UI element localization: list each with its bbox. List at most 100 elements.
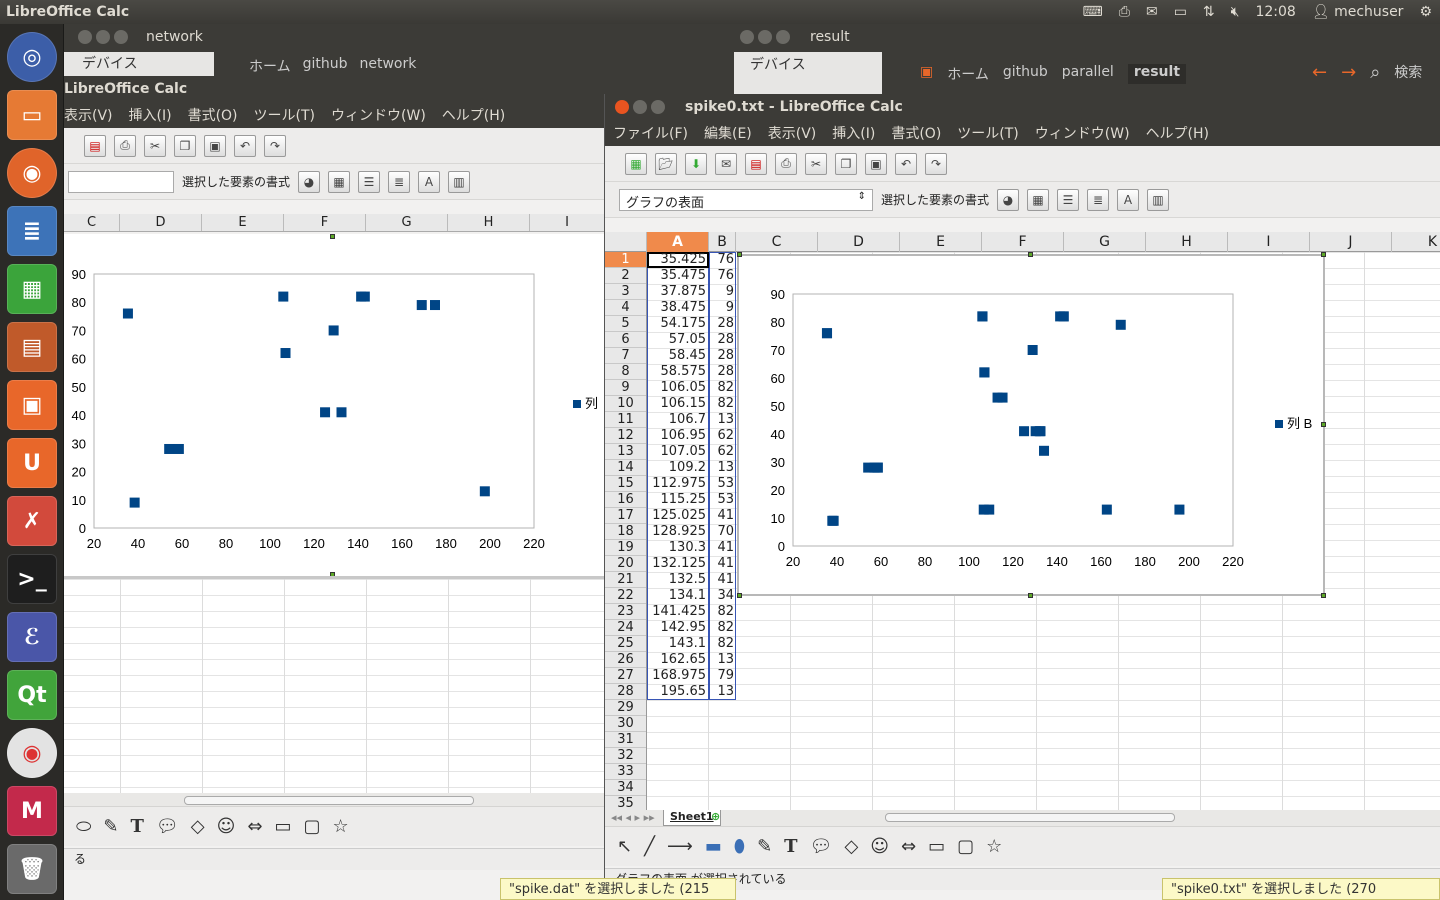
cell-a[interactable]: 35.425 <box>660 252 707 267</box>
row-number[interactable]: 24 <box>605 620 646 636</box>
col-G[interactable]: G <box>1064 232 1146 252</box>
cell-a[interactable]: 37.875 <box>660 284 707 299</box>
data-point[interactable] <box>1039 445 1050 456</box>
col-C[interactable]: C <box>736 232 818 252</box>
cell-a[interactable]: 168.975 <box>652 668 706 683</box>
menu-help[interactable]: ヘルプ(H) <box>1145 126 1210 142</box>
row-number[interactable]: 7 <box>605 348 646 364</box>
data-point[interactable] <box>278 291 289 302</box>
row-number[interactable]: 23 <box>605 604 646 620</box>
cell-b[interactable]: 82 <box>717 636 734 651</box>
ubuntu-dash-icon[interactable]: ◎ <box>7 32 57 82</box>
data-point[interactable] <box>1101 504 1112 515</box>
row-number[interactable]: 4 <box>605 300 646 316</box>
cell-b[interactable]: 41 <box>717 540 734 555</box>
cell-a[interactable]: 162.65 <box>660 652 707 667</box>
cell-a[interactable]: 107.05 <box>660 444 707 459</box>
legend-icon[interactable]: ≣ <box>1087 188 1110 211</box>
horizontal-scrollbar[interactable] <box>184 796 474 805</box>
block-arrows-icon[interactable]: ⇔ <box>247 816 263 837</box>
menu-help[interactable]: ヘルプ(H) <box>441 108 506 124</box>
freeform-tool-icon[interactable]: ✎ <box>103 816 119 837</box>
menu-view[interactable]: 表示(V) <box>64 108 113 124</box>
redo-icon[interactable]: ↷ <box>925 152 947 175</box>
row-number[interactable]: 20 <box>605 556 646 572</box>
chart-type-icon[interactable]: ◕ <box>997 188 1020 211</box>
data-point[interactable] <box>997 392 1008 403</box>
cell-b[interactable]: 82 <box>717 380 734 395</box>
row-number[interactable]: 29 <box>605 700 646 716</box>
left-chart-area[interactable]: 0 10 20 30 40 50 60 70 80 90 20 40 60 80 100 120 140 160 1… <box>64 234 605 577</box>
back-arrow-icon[interactable]: ← <box>1312 62 1328 83</box>
scale-text-icon[interactable]: A <box>418 170 441 193</box>
cell-b[interactable]: 34 <box>717 588 734 603</box>
ellipse-tool-icon[interactable]: ⬭ <box>76 816 92 837</box>
horizontal-scrollbar[interactable] <box>885 813 1175 822</box>
data-point[interactable] <box>977 311 988 322</box>
horizontal-grid-icon[interactable]: ☰ <box>358 170 381 193</box>
search-label[interactable]: 検索 <box>1394 65 1423 81</box>
cell-a[interactable]: 125.025 <box>652 508 706 523</box>
crumb-parallel[interactable]: parallel <box>1061 64 1114 80</box>
redo-icon[interactable]: ↷ <box>264 134 286 157</box>
data-point[interactable] <box>1019 426 1030 437</box>
col-F[interactable]: F <box>284 214 366 231</box>
text-tool-icon[interactable]: T <box>784 836 798 857</box>
format-selection-label[interactable]: 選択した要素の書式 <box>881 193 990 207</box>
data-point[interactable] <box>978 504 989 515</box>
line-tool-icon[interactable]: ╱ <box>644 836 655 857</box>
crumb-network[interactable]: network <box>359 56 417 72</box>
selection-handle[interactable] <box>1028 252 1033 257</box>
row-number[interactable]: 9 <box>605 380 646 396</box>
col-E[interactable]: E <box>202 214 284 231</box>
cell-b[interactable]: 53 <box>717 476 734 491</box>
close-button[interactable] <box>740 30 754 44</box>
cell-a[interactable]: 106.95 <box>660 428 707 443</box>
menu-format[interactable]: 書式(O) <box>891 126 942 142</box>
chrome-icon[interactable]: ◉ <box>7 728 57 778</box>
data-point[interactable] <box>359 291 370 302</box>
cut-icon[interactable]: ✂ <box>805 152 827 175</box>
col-J[interactable]: J <box>1310 232 1392 252</box>
data-point[interactable] <box>320 407 331 418</box>
block-arrows-icon[interactable]: ⇔ <box>901 836 917 857</box>
main-scatter-chart[interactable]: 0 10 20 30 40 50 60 70 80 90 20 40 60 80 100 120 140 160 1… <box>739 256 1323 594</box>
minimize-button[interactable] <box>96 30 110 44</box>
save-icon[interactable]: ⬇ <box>685 152 707 175</box>
files-icon[interactable]: ▭ <box>7 90 57 140</box>
data-point[interactable] <box>336 407 347 418</box>
keyboard-icon[interactable]: ⌨ <box>1082 4 1103 20</box>
new-document-icon[interactable]: ▦ <box>625 152 647 175</box>
data-point[interactable] <box>872 462 883 473</box>
row-number[interactable]: 6 <box>605 332 646 348</box>
cell-b[interactable]: 13 <box>717 412 734 427</box>
pdf-icon[interactable]: ▤ <box>84 134 106 157</box>
arrow-line-tool-icon[interactable]: ⟶ <box>666 836 693 857</box>
minimize-button[interactable] <box>758 30 772 44</box>
row-number[interactable]: 17 <box>605 508 646 524</box>
cell-b[interactable]: 53 <box>717 492 734 507</box>
stars-icon[interactable]: ☆ <box>986 836 1003 857</box>
cell-b[interactable]: 82 <box>717 620 734 635</box>
left-scatter-chart[interactable]: 0 10 20 30 40 50 60 70 80 90 20 40 60 80 100 120 140 160 1… <box>64 234 605 576</box>
copy-icon[interactable]: ❐ <box>174 134 196 157</box>
selection-handle[interactable] <box>1321 593 1326 598</box>
horizontal-grid-icon[interactable]: ☰ <box>1057 188 1080 211</box>
row-number[interactable]: 25 <box>605 636 646 652</box>
crumb-github[interactable]: github <box>302 56 348 72</box>
row-number[interactable]: 13 <box>605 444 646 460</box>
row-number[interactable]: 12 <box>605 428 646 444</box>
menu-format[interactable]: 書式(O) <box>187 108 238 124</box>
main-calc-window[interactable]: spike0.txt - LibreOffice Calc ファイル(F) 編集… <box>604 94 1440 900</box>
cut-icon[interactable]: ✂ <box>144 134 166 157</box>
data-point[interactable] <box>828 515 839 526</box>
left-grid[interactable] <box>64 579 605 793</box>
data-table-icon[interactable]: ▦ <box>328 170 351 193</box>
close-button[interactable] <box>615 100 629 114</box>
cell-b[interactable]: 13 <box>717 460 734 475</box>
row-number[interactable]: 8 <box>605 364 646 380</box>
volume-muted-icon[interactable]: 🔇︎ <box>1230 4 1240 20</box>
cell-a[interactable]: 195.65 <box>660 684 707 699</box>
data-point[interactable] <box>992 392 1003 403</box>
cell-b[interactable]: 82 <box>717 396 734 411</box>
